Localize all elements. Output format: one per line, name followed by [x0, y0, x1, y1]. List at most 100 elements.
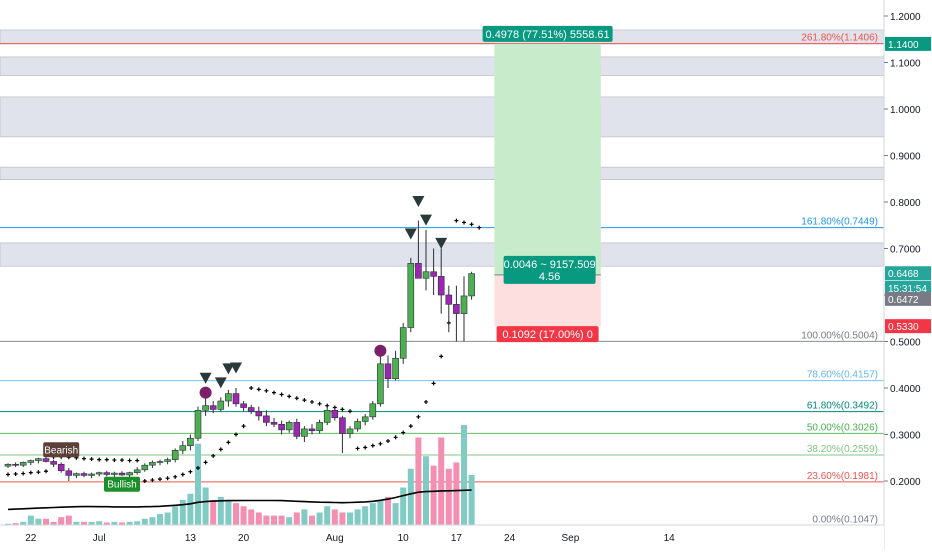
candle-body[interactable]	[73, 473, 80, 476]
candle-body[interactable]	[323, 410, 331, 423]
fib-label: 100.00%(0.5004)	[801, 330, 878, 341]
candle-body[interactable]	[301, 428, 308, 437]
candle-body[interactable]	[118, 472, 126, 476]
candle-body[interactable]	[194, 410, 202, 439]
candle-body[interactable]	[247, 407, 255, 412]
candle-body[interactable]	[339, 417, 346, 434]
candle-body[interactable]	[57, 463, 65, 472]
position-target-badge[interactable]: 0.4978 (77.51%) 5558.61	[482, 25, 613, 42]
candle-body[interactable]	[209, 405, 217, 410]
candle-body[interactable]	[422, 271, 430, 279]
candle-body[interactable]	[88, 473, 95, 476]
candle-body[interactable]	[331, 410, 339, 419]
sar-point	[127, 458, 132, 463]
price-badge	[885, 280, 931, 295]
candle-body[interactable]	[285, 422, 293, 431]
x-tick-label: Sep	[562, 533, 580, 544]
candle-body[interactable]	[95, 472, 103, 475]
candle-body[interactable]	[19, 462, 27, 466]
volume-bar	[103, 522, 110, 525]
candle-body[interactable]	[179, 445, 187, 451]
candle-body[interactable]	[270, 422, 278, 425]
candle-body[interactable]	[346, 428, 354, 434]
candle-body[interactable]	[202, 405, 209, 411]
sell-signal-icon	[404, 228, 417, 240]
candle-body[interactable]	[187, 437, 194, 446]
candle-body[interactable]	[42, 458, 50, 462]
candle-body[interactable]	[460, 295, 468, 314]
volume-bar	[468, 475, 475, 525]
volume-bar	[339, 512, 346, 525]
resistance-zone	[0, 29, 885, 45]
candle-body[interactable]	[126, 472, 133, 476]
candle-body[interactable]	[316, 422, 323, 432]
position-profit-zone[interactable]	[494, 43, 601, 275]
volume-bar	[438, 437, 445, 525]
y-tick-label: 0.7000	[890, 245, 921, 256]
candle-body[interactable]	[111, 472, 118, 475]
candle-body[interactable]	[103, 472, 111, 475]
position-stop-badge[interactable]: 0.1092 (17.00%) 0	[496, 326, 599, 343]
sar-point	[188, 469, 193, 474]
candle-body[interactable]	[50, 461, 57, 465]
candle-body[interactable]	[80, 473, 88, 476]
candle-body[interactable]	[278, 423, 285, 431]
candle-body[interactable]	[468, 273, 475, 297]
candle-body[interactable]	[437, 276, 445, 296]
volume-bar	[20, 521, 27, 525]
candle-body[interactable]	[171, 450, 179, 460]
candle-body[interactable]	[156, 461, 164, 463]
candle-body[interactable]	[240, 403, 247, 408]
candle-body[interactable]	[232, 393, 240, 405]
candle-body[interactable]	[217, 400, 225, 410]
sar-point	[378, 441, 383, 446]
sar-point	[279, 392, 284, 397]
candle-body[interactable]	[141, 464, 149, 471]
volume-bar	[202, 487, 209, 525]
volume-bar	[157, 514, 163, 525]
fib-label: 61.80%(0.3492)	[807, 401, 878, 412]
volume-bar	[392, 503, 399, 525]
candle-body[interactable]	[149, 462, 156, 466]
candle-body[interactable]	[65, 470, 73, 476]
signal-circle-icon	[374, 344, 387, 357]
candle-body[interactable]	[392, 357, 399, 379]
candle-body[interactable]	[453, 303, 460, 314]
volume-bar	[445, 468, 452, 525]
volume-bar	[354, 509, 361, 525]
candle-body[interactable]	[308, 428, 316, 432]
candle-body[interactable]	[361, 416, 369, 422]
candle-body[interactable]	[255, 410, 263, 417]
volume-ma-line	[7, 489, 472, 511]
candle-body[interactable]	[445, 294, 453, 305]
x-tick-label: 14	[664, 533, 676, 544]
candle-body[interactable]	[369, 403, 377, 418]
candle-body[interactable]	[430, 271, 437, 277]
candle-body[interactable]	[354, 421, 361, 430]
candle-body[interactable]	[415, 263, 422, 279]
candle-body[interactable]	[377, 363, 384, 405]
sar-point	[218, 447, 223, 452]
fib-label: 50.00%(0.3026)	[807, 422, 878, 433]
sar-point	[256, 387, 261, 392]
volume-bar	[88, 521, 95, 525]
signal-label-text: Bearish	[44, 445, 78, 456]
candle-body[interactable]	[35, 458, 42, 461]
candle-body[interactable]	[12, 463, 19, 466]
x-tick-label: 22	[25, 533, 37, 544]
candle-body[interactable]	[133, 469, 141, 473]
candle-body[interactable]	[225, 393, 232, 402]
candle-body[interactable]	[27, 460, 35, 463]
candle-body[interactable]	[293, 422, 301, 437]
candle-body[interactable]	[263, 415, 270, 423]
fib-label: 23.60%(0.1981)	[807, 471, 878, 482]
candle-body[interactable]	[384, 363, 392, 380]
candle-body[interactable]	[164, 459, 171, 462]
candle-body[interactable]	[399, 327, 407, 359]
candle-body[interactable]	[4, 463, 12, 467]
candle-body[interactable]	[407, 263, 415, 328]
position-stop-badge-bg	[496, 326, 599, 343]
